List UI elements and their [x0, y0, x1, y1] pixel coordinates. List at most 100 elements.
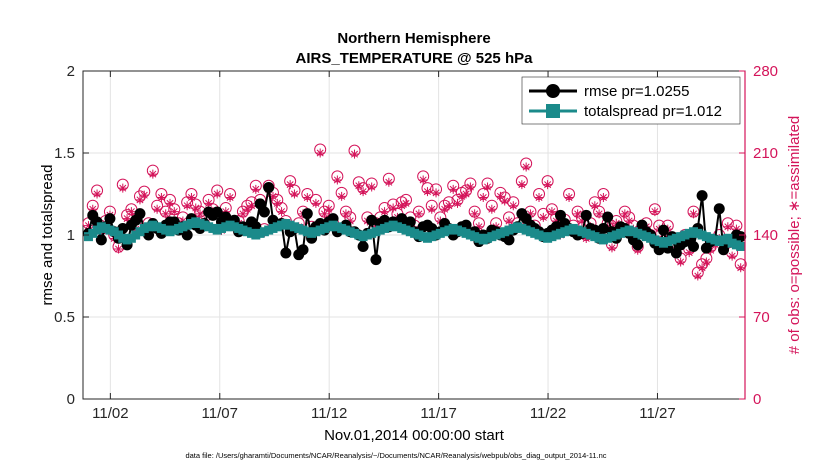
rmse-point — [370, 254, 382, 266]
obs-assimilated-marker — [465, 182, 475, 192]
rmse-point — [134, 208, 146, 220]
obs-assimilated-marker — [551, 216, 561, 226]
obs-assimilated-marker — [118, 183, 128, 193]
obs-assimilated-marker — [311, 198, 321, 208]
legend-rmse-marker — [546, 84, 560, 98]
rmse-point — [735, 231, 747, 243]
obs-assimilated-marker — [440, 204, 450, 214]
rmse-point — [670, 247, 682, 259]
obs-assimilated-marker — [315, 148, 325, 158]
obs-assimilated-marker — [388, 203, 398, 213]
obs-assimilated-marker — [397, 201, 407, 211]
y-tick-label: 0.5 — [54, 309, 75, 326]
rmse-point — [280, 247, 292, 259]
obs-assimilated-marker — [598, 193, 608, 203]
obs-assimilated-marker — [212, 189, 222, 199]
obs-assimilated-marker — [88, 204, 98, 214]
obs-assimilated-marker — [148, 169, 158, 179]
obs-assimilated-marker — [538, 212, 548, 222]
rmse-point — [718, 244, 730, 256]
obs-assimilated-marker — [204, 198, 214, 208]
y2-tick-label: 280 — [753, 63, 778, 80]
obs-assimilated-marker — [350, 149, 360, 159]
y-tick-label: 2 — [67, 63, 75, 80]
y-tick-label: 1.5 — [54, 145, 75, 162]
series-lines — [82, 181, 747, 266]
rmse-point — [503, 234, 515, 246]
obs-assimilated-marker — [495, 191, 505, 201]
x-tick-label: 11/27 — [639, 405, 675, 422]
obs-assimilated-marker — [723, 222, 733, 232]
y2-tick-label: 0 — [753, 391, 761, 408]
obs-assimilated-marker — [247, 201, 257, 211]
obs-assimilated-marker — [225, 193, 235, 203]
obs-assimilated-marker — [650, 207, 660, 217]
obs-assimilated-marker — [122, 214, 132, 224]
legend-rmse-label: rmse pr=1.0255 — [584, 83, 689, 100]
chart-title: Northern Hemisphere — [337, 30, 490, 47]
obs-assimilated-marker — [474, 222, 484, 232]
obs-assimilated-marker — [684, 248, 694, 258]
rmse-point — [220, 211, 232, 223]
obs-assimilated-marker — [414, 209, 424, 219]
obs-assimilated-marker — [401, 198, 411, 208]
obs-assimilated-marker — [251, 184, 261, 194]
obs-assimilated-marker — [607, 243, 617, 253]
rmse-point — [602, 211, 614, 223]
obs-assimilated-marker — [126, 207, 136, 217]
x-tick-label: 11/02 — [92, 405, 128, 422]
obs-assimilated-marker — [238, 209, 248, 219]
obs-assimilated-marker — [534, 193, 544, 203]
legend-totalspread-label: totalspread pr=1.012 — [584, 103, 722, 120]
obs-assimilated-marker — [577, 216, 587, 226]
obs-assimilated-marker — [83, 221, 93, 231]
totalspread-point — [736, 241, 746, 251]
x-tick-label: 11/07 — [202, 405, 238, 422]
obs-assimilated-marker — [380, 207, 390, 217]
legend: rmse pr=1.0255 totalspread pr=1.012 — [521, 76, 741, 125]
obs-assimilated-marker — [517, 180, 527, 190]
obs-assimilated-marker — [504, 216, 514, 226]
y-tick-label: 1 — [67, 227, 75, 244]
rmse-point — [297, 244, 309, 256]
obs-assimilated-marker — [384, 177, 394, 187]
legend-totalspread-marker — [546, 104, 560, 118]
obs-assimilated-marker — [431, 188, 441, 198]
obs-assimilated-marker — [114, 244, 124, 254]
rmse-point — [211, 206, 223, 218]
obs-assimilated-marker — [461, 189, 471, 199]
obs-assimilated-marker — [676, 257, 686, 267]
rmse-point — [580, 209, 592, 221]
obs-assimilated-marker — [500, 196, 510, 206]
obs-assimilated-marker — [182, 201, 192, 211]
rmse-point — [404, 216, 416, 228]
obs-assimilated-marker — [727, 251, 737, 261]
rmse-point — [258, 206, 270, 218]
data-file-footer: data file: /Users/gharamti/Documents/NCA… — [185, 451, 606, 460]
obs-assimilated-marker — [289, 189, 299, 199]
obs-assimilated-marker — [165, 198, 175, 208]
axis-ticks: 11/02 11/07 11/12 11/17 11/22 11/27 0 0 0.5 70 1 14… — [54, 63, 778, 422]
obs-assimilated-marker — [547, 207, 557, 217]
rmse-point — [263, 181, 275, 193]
obs-assimilated-marker — [139, 190, 149, 200]
rmse-point — [301, 208, 313, 220]
obs-assimilated-marker — [332, 175, 342, 185]
y2-tick-label: 70 — [753, 309, 770, 326]
rmse-point — [104, 213, 116, 225]
rmse-point — [713, 203, 725, 215]
obs-assimilated-marker — [135, 195, 145, 205]
obs-assimilated-marker — [272, 198, 282, 208]
obs-assimilated-marker — [337, 191, 347, 201]
rmse-point — [597, 222, 609, 234]
rmse-point — [366, 214, 378, 226]
obs-assimilated-marker — [186, 193, 196, 203]
obs-assimilated-marker — [525, 209, 535, 219]
obs-assimilated-marker — [594, 209, 604, 219]
obs-assimilated-marker — [457, 191, 467, 201]
obs-assimilated-marker — [345, 216, 355, 226]
obs-assimilated-marker — [521, 162, 531, 172]
obs-assimilated-marker — [354, 181, 364, 191]
obs-assimilated-marker — [169, 207, 179, 217]
